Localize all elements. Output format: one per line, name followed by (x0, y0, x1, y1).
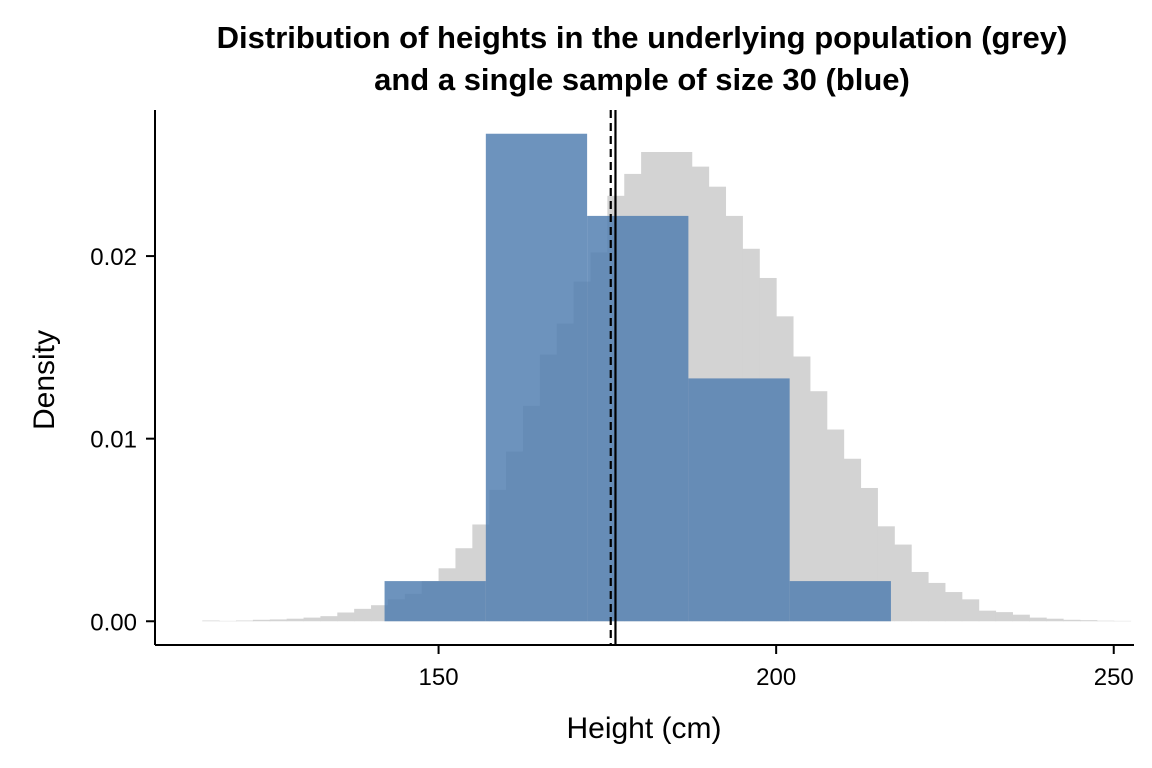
mean-lines (609, 110, 617, 645)
population-bar (944, 592, 963, 622)
x-tick-label: 250 (1094, 664, 1134, 691)
population-bar (843, 458, 862, 622)
sample-bar (587, 215, 689, 622)
population-bar (995, 612, 1013, 622)
y-tick-label: 0.01 (90, 427, 137, 454)
population-bar (978, 610, 997, 622)
population-bar (1046, 618, 1064, 622)
population-bar (337, 612, 355, 622)
x-axis-ticks: 150 200 250 (419, 645, 1134, 691)
population-bar (354, 608, 372, 622)
sample-bar (485, 133, 588, 622)
population-bar (320, 616, 338, 622)
population-bar (236, 620, 254, 622)
population-bar (809, 391, 828, 622)
x-tick-label: 200 (756, 664, 796, 691)
population-bar (1012, 614, 1030, 622)
population-bar (961, 599, 980, 622)
population-bar (1079, 620, 1098, 622)
population-bar (269, 619, 288, 622)
population-bar (303, 617, 321, 622)
population-bar (202, 620, 220, 622)
sample-bar (688, 378, 790, 622)
x-axis-label: Height (cm) (566, 712, 721, 745)
x-tick-label: 150 (419, 664, 459, 691)
population-bar (911, 571, 929, 622)
y-tick-label: 0.00 (90, 609, 137, 636)
population-bar (1096, 620, 1115, 622)
population-bar (1063, 619, 1081, 622)
sample-histogram (384, 133, 891, 622)
y-axis-label: Density (28, 330, 61, 430)
population-bar (928, 582, 946, 622)
population-bar (286, 618, 305, 622)
sample-bar (789, 581, 891, 622)
sample-bar (384, 581, 486, 622)
y-axis-ticks: 0.00 0.01 0.02 (90, 244, 155, 636)
chart-title-line-2: and a single sample of size 30 (blue) (374, 62, 910, 97)
population-bar (894, 544, 912, 622)
population-bar (371, 605, 389, 622)
population-bar (826, 429, 845, 622)
population-bar (793, 356, 811, 622)
y-tick-label: 0.02 (90, 244, 137, 271)
population-bar (1029, 617, 1047, 622)
chart-title-line-1: Distribution of heights in the underlyin… (217, 20, 1068, 55)
population-bar (252, 619, 271, 622)
